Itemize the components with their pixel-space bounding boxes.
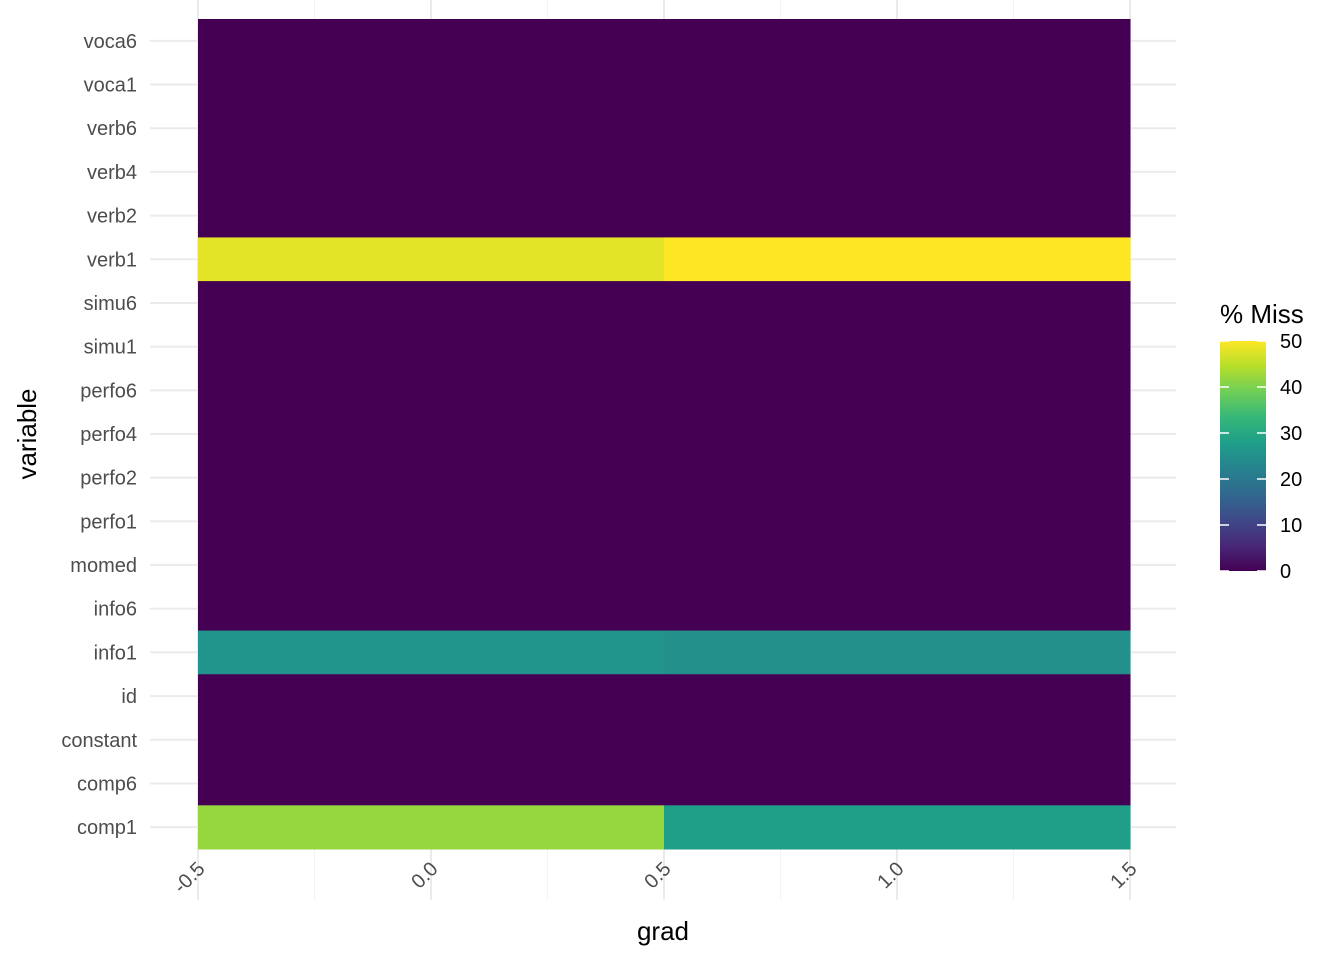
- heatmap-cell: [198, 805, 665, 850]
- heatmap-cell: [664, 543, 1131, 588]
- y-tick-label: simu1: [84, 337, 137, 359]
- heatmap-cells: [198, 19, 1131, 850]
- legend-title: % Miss: [1220, 299, 1304, 329]
- heatmap-cell: [664, 674, 1131, 719]
- y-tick-label: verb4: [87, 162, 137, 184]
- x-tick-label: 0.5: [640, 858, 675, 893]
- y-tick-label: verb2: [87, 206, 137, 228]
- x-axis-title: grad: [637, 916, 689, 946]
- heatmap-cell: [664, 761, 1131, 806]
- heatmap-cell: [198, 193, 665, 238]
- heatmap-cell: [664, 324, 1131, 369]
- heatmap-cell: [198, 717, 665, 763]
- heatmap-cell: [198, 630, 665, 675]
- heatmap-cell: [198, 543, 665, 588]
- heatmap-cell: [198, 324, 665, 369]
- heatmap-cell: [664, 106, 1131, 151]
- y-tick-label: perfo2: [80, 468, 137, 490]
- y-tick-label: info1: [94, 642, 137, 664]
- x-tick-label: 0.0: [407, 858, 442, 893]
- heatmap-cell: [198, 19, 665, 64]
- heatmap-cell: [664, 281, 1131, 326]
- y-tick-label: perfo6: [80, 380, 137, 402]
- y-tick-label: perfo4: [80, 424, 137, 446]
- legend-tick-label: 20: [1280, 469, 1302, 491]
- heatmap-cell: [664, 19, 1131, 64]
- y-tick-labels: voca6 voca1 verb6 verb4 verb2 verb1 simu6 simu1…: [61, 31, 137, 839]
- x-tick-label: -0.5: [170, 858, 210, 898]
- heatmap-cell: [198, 674, 665, 719]
- y-tick-label: comp6: [77, 773, 137, 795]
- heatmap-cell: [198, 412, 665, 457]
- y-tick-label: verb6: [87, 118, 137, 140]
- color-legend: % Miss 50 40 30 20 10 0: [1220, 299, 1304, 583]
- heatmap-cell: [664, 193, 1131, 238]
- heatmap-cell: [664, 455, 1131, 501]
- x-tick-labels: -0.5 0.0 0.5 1.0 1.5: [170, 858, 1142, 898]
- y-tick-label: verb1: [87, 249, 137, 271]
- legend-colorbar: [1220, 341, 1266, 571]
- legend-tick-label: 50: [1280, 331, 1302, 353]
- y-tick-label: perfo1: [80, 511, 137, 533]
- x-tick-label: 1.0: [873, 858, 908, 893]
- heatmap-cell: [198, 368, 665, 413]
- heatmap-cell: [198, 586, 665, 632]
- legend-tick-label: 30: [1280, 423, 1302, 445]
- heatmap-cell: [198, 499, 665, 544]
- heatmap-cell: [198, 150, 665, 195]
- legend-tick-label: 10: [1280, 515, 1302, 537]
- legend-tick-label: 40: [1280, 377, 1302, 399]
- heatmap-cell: [664, 62, 1131, 107]
- heatmap-cell: [664, 586, 1131, 632]
- heatmap-cell: [664, 630, 1131, 675]
- heatmap-cell: [198, 761, 665, 806]
- legend-tick-label: 0: [1280, 561, 1291, 583]
- y-tick-label: comp1: [77, 817, 137, 839]
- x-tick-label: 1.5: [1106, 858, 1141, 893]
- y-tick-label: info6: [94, 599, 137, 621]
- heatmap-cell: [664, 412, 1131, 457]
- heatmap-cell: [198, 106, 665, 151]
- y-tick-label: constant: [61, 730, 137, 752]
- heatmap-cell: [664, 805, 1131, 850]
- y-axis-title: variable: [12, 388, 42, 479]
- heatmap-cell: [664, 717, 1131, 763]
- y-tick-label: id: [121, 686, 137, 708]
- y-tick-label: simu6: [84, 293, 137, 315]
- heatmap-cell: [664, 237, 1131, 282]
- heatmap-cell: [198, 281, 665, 326]
- heatmap-cell: [664, 499, 1131, 544]
- y-tick-label: momed: [70, 555, 137, 577]
- y-tick-label: voca1: [84, 75, 137, 97]
- heatmap-cell: [198, 62, 665, 107]
- heatmap-cell: [664, 150, 1131, 195]
- y-tick-label: voca6: [84, 31, 137, 53]
- heatmap-cell: [198, 455, 665, 501]
- heatmap-cell: [198, 237, 665, 282]
- heatmap-cell: [664, 368, 1131, 413]
